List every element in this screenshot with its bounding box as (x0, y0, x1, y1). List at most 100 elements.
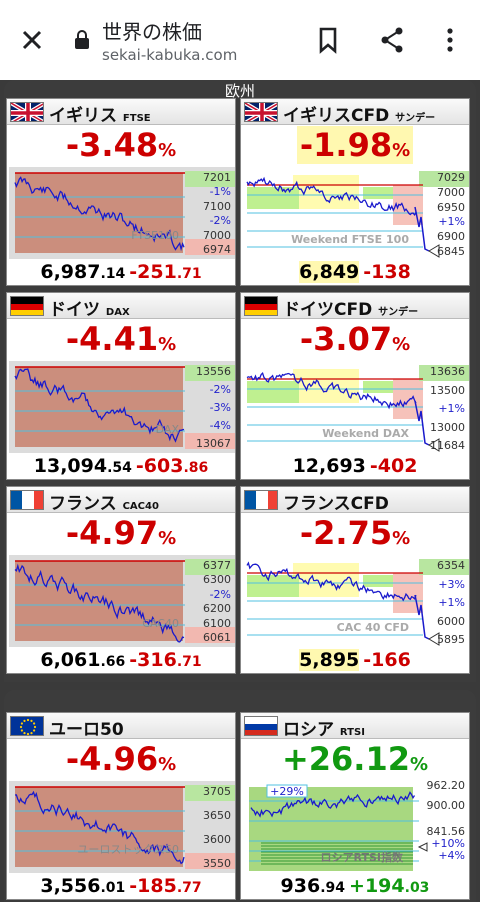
chart-watermark: FTSE100 (131, 229, 179, 242)
price-value: 5,895 (299, 649, 360, 671)
price-footer: 936.94 +194.03 (280, 875, 430, 897)
y-tick-label: 7000 (203, 229, 231, 242)
price-chart[interactable]: DAX 13556 -2% -3% -4% 13067 (9, 361, 235, 453)
close-icon[interactable] (18, 26, 46, 54)
chart-watermark: ユーロストックス50 (77, 843, 179, 856)
y-tick-label: -3% (210, 401, 231, 414)
change-value: -316 (129, 649, 177, 671)
price-footer: 5,895 -166 (241, 647, 469, 673)
change-value: +194 (349, 875, 405, 897)
bookmark-icon[interactable] (312, 24, 344, 56)
card-header: ユーロ50 (7, 713, 235, 740)
card-header: イギリスCFD サンデー (241, 99, 469, 126)
y-tick-label: 6377 (203, 559, 231, 572)
change-value: -251 (129, 261, 177, 283)
market-name: フランス CAC40 (49, 494, 159, 514)
market-name: イギリスCFD サンデー (283, 106, 436, 126)
y-tick-label: 6974 (203, 243, 231, 256)
price-chart[interactable]: ユーロストックス50 3705 3650 3600 3550 (9, 781, 235, 873)
fr-flag-icon (244, 490, 278, 510)
y-tick-label: 13636 (430, 365, 465, 378)
y-tick-label: -2% (210, 383, 231, 396)
price-footer: 6,061.66 -316.71 (40, 649, 202, 671)
market-card[interactable]: フランス CAC40 -4.97% CAC40 6377 6300 -2% 6200 6100… (6, 486, 236, 674)
price-chart[interactable]: FTSE100 7201 -1% 7100 -2% 7000 6974 (9, 167, 235, 259)
y-tick-label: 13000 (430, 421, 465, 434)
market-card[interactable]: ロシア RTSI +26.12% +29% ロシアRTSI指数 962.20 900.00… (240, 712, 470, 900)
y-tick-label: 7029 (437, 171, 465, 184)
price-value: 12,693 (292, 455, 366, 477)
y-tick-label: 900.00 (427, 799, 466, 812)
y-tick-label: 3650 (203, 809, 231, 822)
market-name: ドイツ DAX (49, 300, 130, 320)
market-card[interactable]: フランスCFD -2.75% CAC 40 CFD 6354 +3% +1% 6000 58… (240, 486, 470, 674)
y-tick-label: -2% (210, 214, 231, 227)
market-name: ユーロ50 (49, 720, 124, 740)
price-value: 6,849 (299, 261, 360, 283)
y-tick-label: 13500 (430, 384, 465, 397)
uk-flag-icon (244, 102, 278, 122)
card-header: イギリス FTSE (7, 99, 235, 126)
price-footer: 6,987.14 -251.71 (40, 261, 202, 283)
y-tick-label: 6950 (437, 201, 465, 214)
more-menu-icon[interactable] (434, 24, 466, 56)
region-label: 欧州 (224, 82, 255, 100)
de-flag-icon (244, 296, 278, 316)
de-flag-icon (10, 296, 44, 316)
y-tick-label: +1% (438, 596, 465, 609)
price-chart[interactable]: Weekend DAX 13636 13500 +1% 13000 11684 (243, 361, 469, 453)
percent-change: -4.41% (65, 320, 177, 358)
market-name: ロシア RTSI (283, 720, 365, 740)
price-value: 6,987 (40, 261, 101, 283)
y-tick-label: 7100 (203, 200, 231, 213)
chart-label-29: +29% (270, 785, 304, 798)
uk-flag-icon (10, 102, 44, 122)
share-icon[interactable] (376, 24, 408, 56)
change-value: -402 (369, 455, 418, 477)
y-tick-label: +3% (438, 578, 465, 591)
y-tick-label: 3600 (203, 833, 231, 846)
y-tick-label: 5895 (437, 633, 465, 646)
y-tick-label: 6100 (203, 617, 231, 630)
y-tick-label: 7000 (437, 186, 465, 199)
market-card[interactable]: イギリス FTSE -3.48% FTSE100 7201 -1% 7100 -2% 7000… (6, 98, 236, 286)
price-value: 13,094 (33, 455, 108, 477)
browser-toolbar: 世界の株価 sekai-kabuka.com (0, 0, 480, 80)
y-tick-label: 7201 (203, 171, 231, 184)
price-chart[interactable]: CAC40 6377 6300 -2% 6200 6100 6061 (9, 555, 235, 647)
card-header: フランス CAC40 (7, 487, 235, 514)
market-card[interactable]: ユーロ50 -4.96% ユーロストックス50 3705 3650 3600 3550 3,… (6, 712, 236, 900)
url-text[interactable]: sekai-kabuka.com (102, 46, 238, 64)
card-header: ドイツ DAX (7, 293, 235, 320)
y-tick-label: -4% (210, 419, 231, 432)
price-value: 936 (280, 875, 321, 897)
page-title: 世界の株価 (102, 20, 202, 44)
price-chart[interactable]: CAC 40 CFD 6354 +3% +1% 6000 5895 (243, 555, 469, 647)
y-tick-label: +1% (438, 402, 465, 415)
price-footer: 12,693 -402 (241, 453, 469, 479)
percent-change: -2.75% (299, 514, 411, 552)
y-tick-label: 6354 (437, 559, 465, 572)
change-value: -166 (363, 649, 411, 671)
y-tick-label: 6845 (437, 245, 465, 258)
y-tick-label: +1% (438, 215, 465, 228)
chart-watermark: ロシアRTSI指数 (321, 850, 404, 864)
market-name: イギリス FTSE (49, 106, 151, 126)
lock-icon (75, 30, 89, 49)
percent-change: -1.98% (241, 125, 469, 171)
card-header: ロシア RTSI (241, 713, 469, 740)
card-header: ドイツCFD サンデー (241, 293, 469, 320)
ru-flag-icon (244, 716, 278, 736)
market-card[interactable]: イギリスCFD サンデー -1.98% Weekend FTSE 100 7029 70… (240, 98, 470, 286)
price-chart[interactable]: +29% ロシアRTSI指数 962.20 900.00 841.56 +10% +4% (243, 779, 469, 873)
y-tick-label: 11684 (430, 439, 465, 452)
chart-watermark: Weekend DAX (322, 427, 409, 440)
y-tick-label: 13067 (196, 437, 231, 450)
price-chart[interactable]: Weekend FTSE 100 7029 7000 6950 +1% 6900 6845 (243, 167, 469, 259)
percent-change: -3.48% (65, 126, 177, 164)
y-tick-label: -1% (210, 185, 231, 198)
price-footer: 13,094.54 -603.86 (33, 455, 209, 477)
market-card[interactable]: ドイツCFD サンデー -3.07% Weekend DAX 13636 13500 +1… (240, 292, 470, 480)
y-tick-label: 3550 (203, 857, 231, 870)
market-card[interactable]: ドイツ DAX -4.41% DAX 13556 -2% -3% -4% 13067 13,09… (6, 292, 236, 480)
